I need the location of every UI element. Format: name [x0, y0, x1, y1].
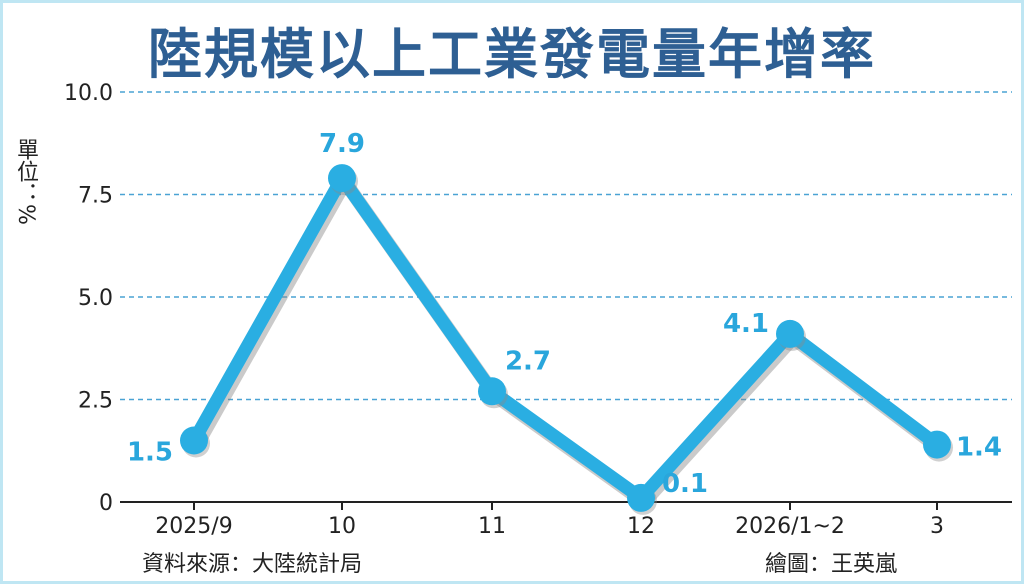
x-tick-label: 11 — [478, 514, 506, 539]
x-tick-label: 2025/9 — [155, 514, 232, 539]
series-line — [187, 171, 944, 505]
y-tick-label: 7.5 — [78, 184, 113, 209]
y-tick-label: 2.5 — [78, 389, 113, 414]
data-point — [923, 430, 951, 459]
data-point — [776, 319, 804, 348]
y-tick-label: 10.0 — [64, 81, 113, 106]
x-tick-label: 2026/1~2 — [735, 514, 845, 539]
data-point — [180, 426, 208, 455]
line-layer — [180, 164, 953, 515]
data-point — [627, 483, 655, 512]
data-point — [478, 377, 506, 406]
label-layer: 1.5 7.9 2.7 0.1 4.1 1.4 — [127, 129, 1002, 499]
y-axis-unit: 單位：% — [13, 138, 38, 225]
data-label: 4.1 — [723, 309, 769, 339]
data-label: 2.7 — [505, 346, 551, 376]
chart-title: 陸規模以上工業發電量年增率 — [148, 23, 876, 86]
x-tick-label: 12 — [627, 514, 655, 539]
x-tick-label: 10 — [328, 514, 356, 539]
data-label: 1.5 — [127, 438, 173, 468]
data-label: 0.1 — [662, 469, 708, 499]
data-label: 1.4 — [956, 433, 1002, 463]
data-label: 7.9 — [319, 129, 365, 159]
x-tick-label: 3 — [930, 514, 944, 539]
y-tick-label: 5.0 — [78, 286, 113, 311]
source-note: 資料來源：大陸統計局 — [142, 552, 363, 577]
y-tick-label: 0 — [99, 491, 113, 516]
data-point — [328, 164, 356, 193]
axis-layer: 0 2.5 5.0 7.5 10.0 2025/9 10 11 12 2026/1~2 3 — [64, 81, 1012, 539]
credit-note: 繪圖：王英嵐 — [765, 552, 898, 577]
